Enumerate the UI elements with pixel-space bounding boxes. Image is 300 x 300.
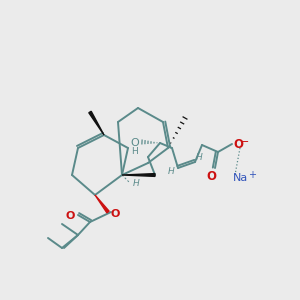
Polygon shape (95, 195, 109, 213)
Text: −: − (240, 137, 250, 147)
Text: +: + (248, 170, 256, 180)
Text: H: H (132, 146, 138, 155)
Text: O: O (206, 169, 216, 182)
Text: H: H (168, 167, 174, 176)
Text: H: H (133, 179, 140, 188)
Text: Na: Na (232, 173, 247, 183)
Polygon shape (122, 174, 155, 176)
Text: H: H (196, 152, 202, 161)
Text: O: O (130, 138, 140, 148)
Text: O: O (233, 137, 243, 151)
Polygon shape (89, 111, 104, 135)
Text: O: O (110, 209, 120, 219)
Text: O: O (65, 211, 75, 221)
